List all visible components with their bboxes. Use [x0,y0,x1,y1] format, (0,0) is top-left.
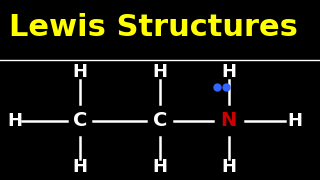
Text: H: H [7,112,22,130]
Text: H: H [287,112,302,130]
Text: C: C [73,111,87,130]
Text: H: H [153,158,167,176]
Text: N: N [221,111,237,130]
Text: H: H [73,158,87,176]
Point [224,86,229,89]
Text: H: H [73,63,87,81]
Point [214,86,219,89]
Text: H: H [221,63,236,81]
Text: C: C [153,111,167,130]
Text: H: H [153,63,167,81]
Text: H: H [221,158,236,176]
Text: Lewis Structures: Lewis Structures [9,13,298,42]
